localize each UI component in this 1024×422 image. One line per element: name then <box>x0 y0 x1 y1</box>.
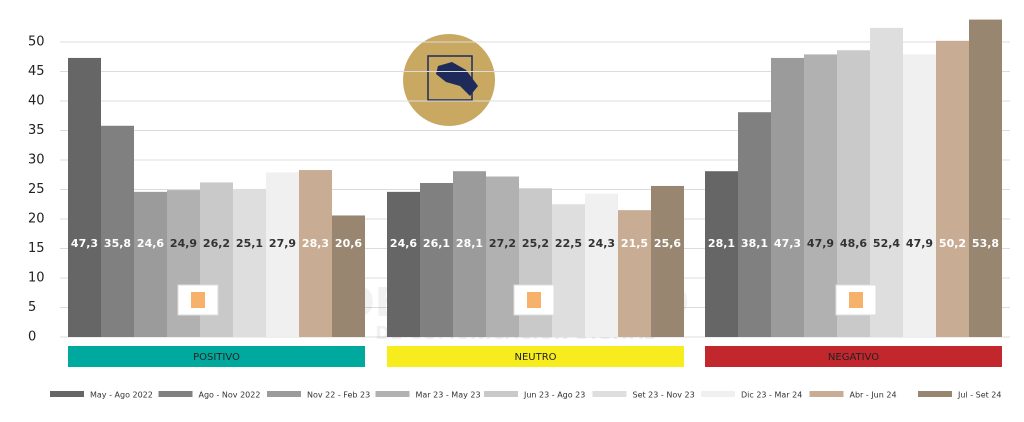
bar <box>936 40 969 337</box>
emblem <box>403 34 495 126</box>
bar <box>651 185 684 337</box>
category-band <box>705 346 1002 367</box>
value-label: 25,2 <box>522 237 549 250</box>
y-tick-label: 40 <box>28 94 45 109</box>
value-label: 52,4 <box>873 237 900 250</box>
bar <box>101 125 134 337</box>
legend-swatch <box>592 391 627 397</box>
bar <box>738 112 771 338</box>
bar <box>299 170 332 337</box>
y-tick-label: 10 <box>28 271 45 286</box>
value-label: 27,2 <box>489 237 516 250</box>
bar <box>266 172 299 337</box>
bar <box>453 171 486 337</box>
legend-label: Nov 22 - Feb 23 <box>307 391 370 400</box>
value-label: 28,1 <box>456 237 483 250</box>
bar <box>552 204 585 337</box>
value-label: 21,5 <box>621 237 648 250</box>
bar <box>771 57 804 338</box>
value-label: 22,5 <box>555 237 582 250</box>
category-label: NEGATIVO <box>828 352 879 363</box>
legend-label: Ago - Nov 2022 <box>199 391 261 400</box>
legend-swatch <box>918 391 952 397</box>
bar <box>332 215 365 337</box>
value-label: 38,1 <box>741 237 768 250</box>
bar <box>705 171 738 337</box>
value-label: 24,6 <box>137 237 164 250</box>
bar <box>903 54 936 337</box>
legend-label: Set 23 - Nov 23 <box>633 391 695 400</box>
legend-label: May - Ago 2022 <box>90 391 153 400</box>
bar <box>969 19 1002 338</box>
value-label: 47,9 <box>807 237 834 250</box>
legend-swatch <box>701 391 735 397</box>
legend-swatch <box>375 391 410 397</box>
y-tick-label: 0 <box>28 330 36 345</box>
category-band <box>68 346 365 367</box>
legend-swatch <box>158 391 193 397</box>
legend-label: Jul - Set 24 <box>957 391 1001 400</box>
legend-swatch <box>267 391 301 397</box>
value-label: 53,8 <box>972 237 999 250</box>
y-tick-label: 20 <box>28 212 45 227</box>
bar <box>804 54 837 337</box>
value-label: 47,9 <box>906 237 933 250</box>
legend-label: Jun 23 - Ago 23 <box>523 391 585 400</box>
value-label: 47,3 <box>774 237 801 250</box>
value-label: 48,6 <box>840 237 867 250</box>
category-label: POSITIVO <box>193 352 240 363</box>
category-band <box>387 346 684 367</box>
value-label: 28,1 <box>708 237 735 250</box>
bar <box>420 183 453 337</box>
legend-label: Abr - Jun 24 <box>850 391 897 400</box>
bar <box>68 57 101 338</box>
legend-label: Mar 23 - May 23 <box>416 391 481 400</box>
legend-swatch <box>484 391 518 397</box>
y-tick-label: 30 <box>28 153 45 168</box>
value-label: 28,3 <box>302 237 329 250</box>
value-label: 50,2 <box>939 237 966 250</box>
value-label: 35,8 <box>104 237 131 250</box>
y-tick-label: 45 <box>28 64 45 79</box>
value-label: 20,6 <box>335 237 362 250</box>
bar <box>387 191 420 337</box>
bar <box>618 210 651 337</box>
bar <box>233 188 266 337</box>
legend-label: Dic 23 - Mar 24 <box>741 391 802 400</box>
value-label: 47,3 <box>71 237 98 250</box>
bar <box>585 193 618 337</box>
value-label: 25,1 <box>236 237 263 250</box>
bar <box>134 191 167 337</box>
y-tick-label: 50 <box>28 35 45 50</box>
value-label: 26,2 <box>203 237 230 250</box>
value-label: 24,6 <box>390 237 417 250</box>
icon <box>527 292 541 308</box>
category-label: NEUTRO <box>514 352 556 363</box>
legend-swatch <box>809 391 844 397</box>
value-label: 24,9 <box>170 237 197 250</box>
y-tick-label: 15 <box>28 241 45 256</box>
value-label: 24,3 <box>588 237 615 250</box>
y-tick-label: 5 <box>28 300 36 315</box>
icon <box>849 292 863 308</box>
icon <box>191 292 205 308</box>
y-tick-label: 25 <box>28 182 45 197</box>
value-label: 25,6 <box>654 237 681 250</box>
y-tick-label: 35 <box>28 123 45 138</box>
legend-swatch <box>50 391 84 397</box>
value-label: 26,1 <box>423 237 450 250</box>
value-label: 27,9 <box>269 237 296 250</box>
